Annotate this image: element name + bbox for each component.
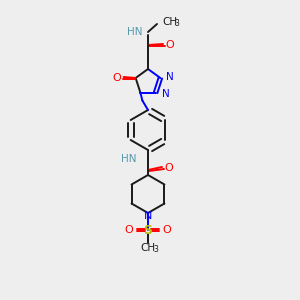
Text: N: N	[167, 72, 174, 82]
Text: S: S	[143, 224, 152, 236]
Text: 3: 3	[154, 245, 158, 254]
Text: 3: 3	[174, 19, 179, 28]
Text: O: O	[165, 163, 173, 173]
Text: N: N	[162, 88, 170, 98]
Text: CH: CH	[162, 17, 177, 27]
Text: HN: HN	[122, 154, 137, 164]
Text: N: N	[144, 211, 152, 221]
Text: O: O	[166, 40, 174, 50]
Text: CH: CH	[140, 243, 156, 253]
Text: O: O	[124, 225, 134, 235]
Text: HN: HN	[127, 27, 142, 37]
Text: O: O	[112, 73, 121, 83]
Text: O: O	[163, 225, 171, 235]
